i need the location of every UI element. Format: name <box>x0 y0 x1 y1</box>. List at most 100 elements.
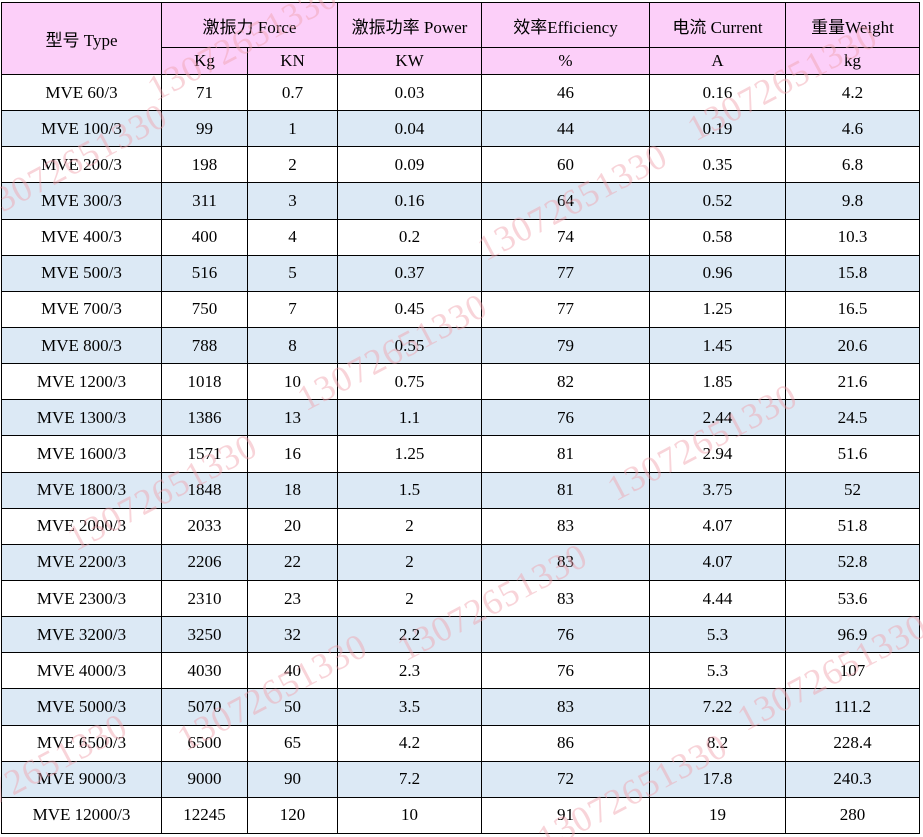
cell-weight: 228.4 <box>785 724 920 762</box>
cell-force-kg: 400 <box>161 218 248 256</box>
cell-current: 1.25 <box>649 290 786 328</box>
cell-current: 7.22 <box>649 688 786 726</box>
header-row-main: 型号 Type 激振力 Force 激振功率 Power 效率Efficienc… <box>1 2 920 75</box>
unit-percent: % <box>481 47 650 75</box>
cell-force-kn: 0.7 <box>247 73 338 112</box>
table-row: MVE 60/3 71 0.7 0.03 46 0.16 4.2 <box>1 73 920 112</box>
cell-force-kg: 71 <box>161 73 248 112</box>
cell-efficiency: 82 <box>481 363 650 401</box>
cell-type: MVE 12000/3 <box>1 796 162 835</box>
cell-force-kn: 40 <box>247 652 338 690</box>
cell-force-kn: 90 <box>247 760 338 798</box>
unit-amp: A <box>649 47 786 75</box>
cell-force-kg: 516 <box>161 254 248 292</box>
unit-kg: Kg <box>161 47 248 75</box>
cell-force-kn: 32 <box>247 616 338 654</box>
table-row: MVE 12000/3 12245 120 10 91 19 280 <box>1 796 920 835</box>
cell-power-kw: 0.37 <box>337 254 482 292</box>
cell-force-kn: 1 <box>247 110 338 148</box>
table-row: MVE 700/3 750 7 0.45 77 1.25 16.5 <box>1 290 920 328</box>
cell-power-kw: 2.2 <box>337 616 482 654</box>
table-row: MVE 2200/3 2206 22 2 83 4.07 52.8 <box>1 543 920 581</box>
cell-force-kn: 2 <box>247 146 338 184</box>
table-row: MVE 400/3 400 4 0.2 74 0.58 10.3 <box>1 218 920 256</box>
cell-force-kg: 311 <box>161 182 248 220</box>
cell-power-kw: 2.3 <box>337 652 482 690</box>
cell-power-kw: 0.75 <box>337 363 482 401</box>
cell-force-kg: 2033 <box>161 507 248 545</box>
table-row: MVE 1200/3 1018 10 0.75 82 1.85 21.6 <box>1 363 920 401</box>
header-type: 型号 Type <box>1 2 162 75</box>
cell-force-kn: 22 <box>247 543 338 581</box>
cell-efficiency: 77 <box>481 254 650 292</box>
cell-efficiency: 76 <box>481 399 650 437</box>
table-row: MVE 800/3 788 8 0.55 79 1.45 20.6 <box>1 326 920 365</box>
cell-weight: 51.8 <box>785 507 920 545</box>
cell-force-kg: 1848 <box>161 471 248 509</box>
cell-type: MVE 800/3 <box>1 326 162 365</box>
cell-force-kg: 1018 <box>161 363 248 401</box>
cell-type: MVE 2200/3 <box>1 543 162 581</box>
cell-power-kw: 2 <box>337 579 482 618</box>
table-row: MVE 300/3 311 3 0.16 64 0.52 9.8 <box>1 182 920 220</box>
cell-current: 4.07 <box>649 543 786 581</box>
header-power: 激振功率 Power <box>337 2 482 48</box>
table-row: MVE 9000/3 9000 90 7.2 72 17.8 240.3 <box>1 760 920 798</box>
cell-force-kg: 99 <box>161 110 248 148</box>
table-row: MVE 1300/3 1386 13 1.1 76 2.44 24.5 <box>1 399 920 437</box>
cell-current: 1.45 <box>649 326 786 365</box>
table-header: 型号 Type 激振力 Force 激振功率 Power 效率Efficienc… <box>1 2 920 75</box>
cell-force-kg: 2206 <box>161 543 248 581</box>
cell-force-kn: 5 <box>247 254 338 292</box>
cell-force-kg: 3250 <box>161 616 248 654</box>
cell-efficiency: 83 <box>481 507 650 545</box>
cell-power-kw: 2 <box>337 507 482 545</box>
cell-weight: 16.5 <box>785 290 920 328</box>
cell-efficiency: 79 <box>481 326 650 365</box>
cell-type: MVE 1800/3 <box>1 471 162 509</box>
cell-force-kg: 4030 <box>161 652 248 690</box>
unit-weight: kg <box>785 47 920 75</box>
cell-force-kn: 4 <box>247 218 338 256</box>
table-body: MVE 60/3 71 0.7 0.03 46 0.16 4.2 MVE 100/3 99 1 0.… <box>1 73 920 835</box>
cell-type: MVE 300/3 <box>1 182 162 220</box>
cell-weight: 4.2 <box>785 73 920 112</box>
cell-current: 4.44 <box>649 579 786 618</box>
cell-force-kn: 13 <box>247 399 338 437</box>
cell-current: 0.19 <box>649 110 786 148</box>
cell-type: MVE 2000/3 <box>1 507 162 545</box>
cell-type: MVE 6500/3 <box>1 724 162 762</box>
cell-force-kn: 7 <box>247 290 338 328</box>
table-row: MVE 6500/3 6500 65 4.2 86 8.2 228.4 <box>1 724 920 762</box>
cell-force-kg: 1571 <box>161 435 248 473</box>
cell-type: MVE 700/3 <box>1 290 162 328</box>
table-row: MVE 200/3 198 2 0.09 60 0.35 6.8 <box>1 146 920 184</box>
cell-efficiency: 83 <box>481 543 650 581</box>
cell-type: MVE 200/3 <box>1 146 162 184</box>
cell-current: 2.44 <box>649 399 786 437</box>
cell-current: 0.35 <box>649 146 786 184</box>
cell-force-kn: 3 <box>247 182 338 220</box>
cell-type: MVE 1300/3 <box>1 399 162 437</box>
cell-weight: 52 <box>785 471 920 509</box>
cell-current: 5.3 <box>649 616 786 654</box>
cell-type: MVE 400/3 <box>1 218 162 256</box>
cell-efficiency: 83 <box>481 579 650 618</box>
cell-type: MVE 5000/3 <box>1 688 162 726</box>
cell-type: MVE 3200/3 <box>1 616 162 654</box>
cell-force-kg: 9000 <box>161 760 248 798</box>
table-row: MVE 500/3 516 5 0.37 77 0.96 15.8 <box>1 254 920 292</box>
cell-weight: 280 <box>785 796 920 835</box>
cell-efficiency: 76 <box>481 616 650 654</box>
cell-power-kw: 0.16 <box>337 182 482 220</box>
cell-efficiency: 77 <box>481 290 650 328</box>
cell-weight: 21.6 <box>785 363 920 401</box>
cell-force-kg: 750 <box>161 290 248 328</box>
cell-force-kn: 8 <box>247 326 338 365</box>
cell-power-kw: 10 <box>337 796 482 835</box>
cell-power-kw: 0.03 <box>337 73 482 112</box>
cell-efficiency: 64 <box>481 182 650 220</box>
cell-type: MVE 100/3 <box>1 110 162 148</box>
cell-force-kn: 20 <box>247 507 338 545</box>
